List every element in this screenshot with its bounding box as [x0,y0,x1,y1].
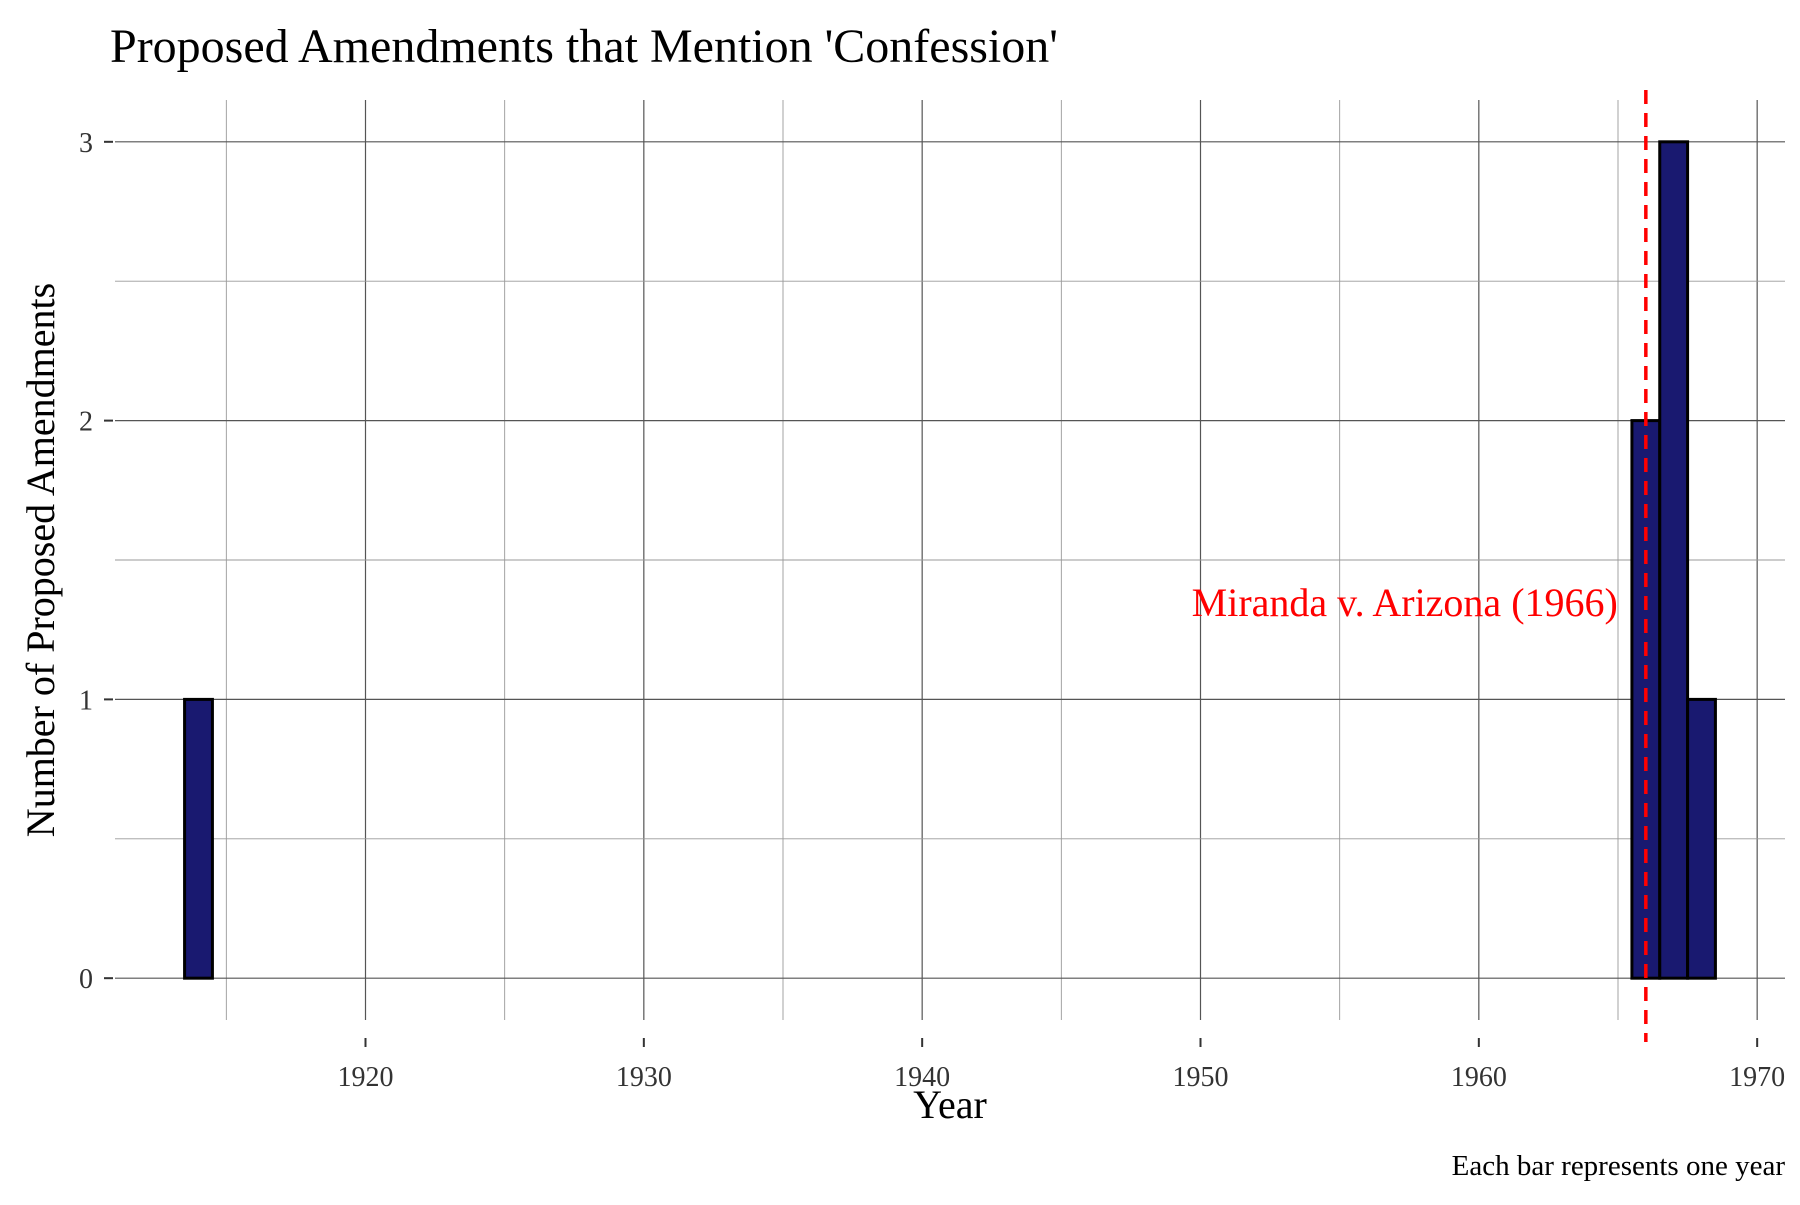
chart-caption: Each bar represents one year [1452,1150,1786,1182]
x-tick-label: 1970 [1729,1062,1785,1093]
bar [1658,140,1690,980]
annotation: Miranda v. Arizona (1966) [1192,90,1648,1042]
x-tick-label: 1940 [894,1062,950,1093]
annotation-label: Miranda v. Arizona (1966) [1192,580,1618,625]
y-tick-label: 1 [79,685,93,716]
axes: 1920 1930 1940 1950 1960 1970 0 1 2 3 [79,128,1785,1093]
bar [183,697,214,980]
y-tick-label: 2 [79,407,93,438]
x-tick-label: 1930 [616,1062,672,1093]
y-tick-label: 3 [79,128,93,159]
y-tick-label: 0 [79,964,93,995]
x-tick-label: 1950 [1173,1062,1229,1093]
x-axis-title: Year [913,1082,987,1127]
chart-title: Proposed Amendments that Mention 'Confes… [110,20,1058,73]
x-tick-label: 1920 [338,1062,394,1093]
x-tick-label: 1960 [1451,1062,1507,1093]
y-axis-title: Number of Proposed Amendments [18,283,63,837]
bar [1686,697,1717,980]
grid [115,100,1785,1020]
